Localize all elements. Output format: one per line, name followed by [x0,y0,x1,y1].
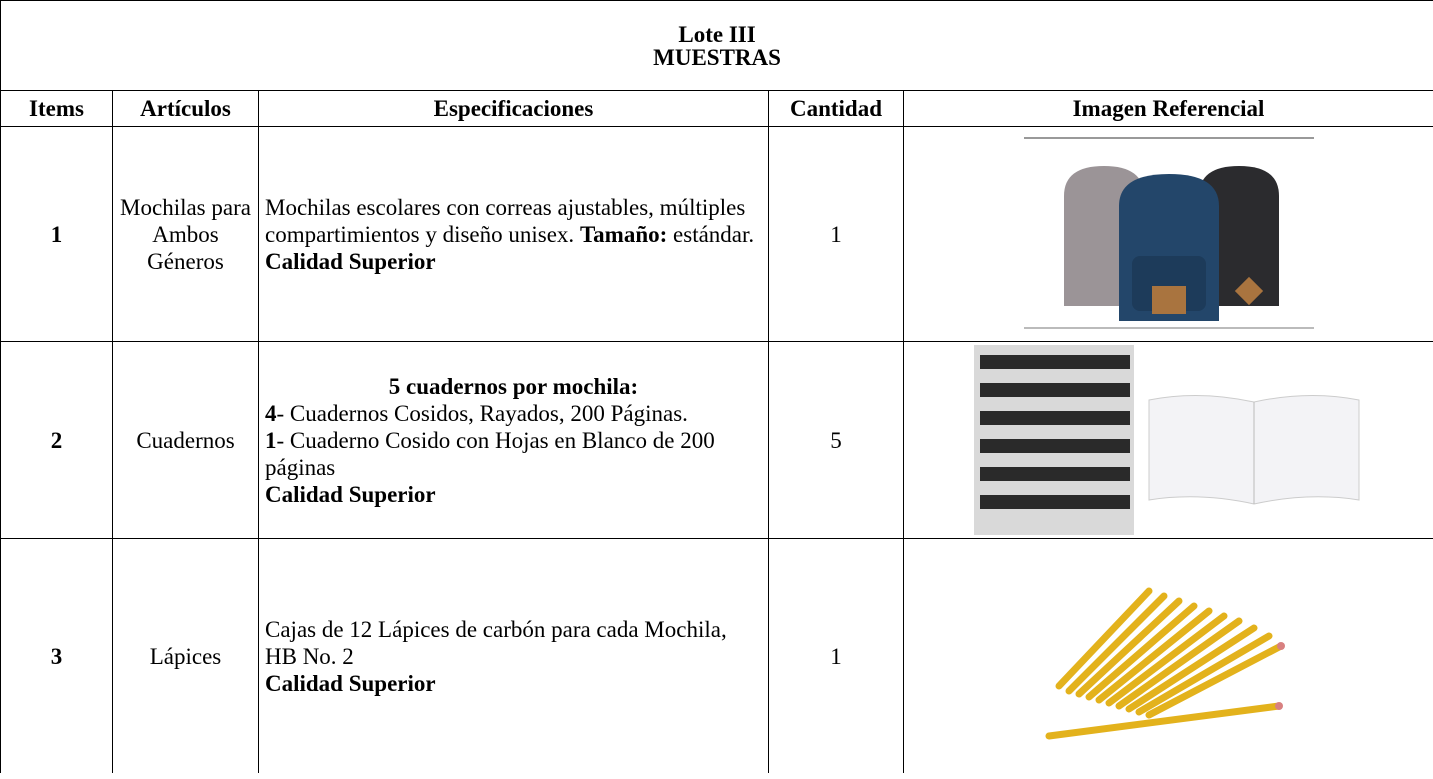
item-cell: 1 [0,126,113,342]
spec-paragraph: Mochilas escolares con correas ajustable… [265,194,762,248]
column-header-row: Items Artículos Especificaciones Cantida… [0,90,1433,127]
spec-cell: Cajas de 12 Lápices de carbón para cada … [258,538,769,773]
spec-text: estándar. [667,221,755,247]
quantity-cell: 1 [768,538,904,773]
spec-text: Tamaño: [579,221,668,247]
image-cell [902,538,1433,773]
title-cell: Lote III MUESTRAS [0,0,1433,91]
title-row: Lote III MUESTRAS [0,0,1433,91]
column-header: Artículos [112,90,259,127]
quantity-cell: 5 [768,341,904,539]
spec-text: 4 [265,400,277,426]
article-cell: Cuadernos [112,341,259,539]
spec-text: 5 cuadernos por mochila: [388,373,639,399]
article-cell: Lápices [112,538,259,773]
spec-paragraph: Cajas de 12 Lápices de carbón para cada … [265,616,762,670]
spec-text: Calidad Superior [265,248,436,274]
backpacks-image [1023,137,1314,329]
title-line: Lote III [678,21,756,47]
column-header: Items [0,90,113,127]
item-cell: 3 [0,538,113,773]
item-cell: 2 [0,341,113,539]
image-cell [902,126,1433,342]
article-cell: Mochilas para Ambos Géneros [112,126,259,342]
spec-paragraph: Calidad Superior [265,481,762,508]
spec-paragraph: Calidad Superior [265,670,762,697]
spec-text: Mochilas escolares con correas ajustable… [265,194,746,247]
spec-text: Calidad Superior [265,481,436,507]
column-header: Imagen Referencial [902,90,1433,127]
title-line: MUESTRAS [653,44,781,70]
spec-text: - Cuaderno Cosido con Hojas en Blanco de… [265,427,715,480]
quantity-cell: 1 [768,126,904,342]
spec-cell: 5 cuadernos por mochila: 4- Cuadernos Cos… [258,341,769,539]
row: 3 Lápices Cajas de 12 Lápices de carbón … [0,538,1433,773]
spec-cell: Mochilas escolares con correas ajustable… [258,126,769,342]
spec-paragraph: 1- Cuaderno Cosido con Hojas en Blanco d… [265,427,762,481]
row: 1 Mochilas para Ambos Géneros Mochilas e… [0,126,1433,342]
row: 2 Cuadernos 5 cuadernos por mochila: 4- C… [0,341,1433,539]
notebooks-image [973,345,1360,535]
spec-paragraph: Calidad Superior [265,248,762,275]
spec-text: 1 [265,427,277,453]
image-cell [902,341,1433,539]
spec-text: - Cuadernos Cosidos, Rayados, 200 Página… [276,400,688,426]
pencils-image [1045,587,1285,740]
spec-paragraph: 5 cuadernos por mochila: [265,373,762,400]
column-header: Cantidad [768,90,904,127]
spec-text: Cajas de 12 Lápices de carbón para cada … [265,616,727,669]
spec-text: Calidad Superior [265,670,436,696]
column-header: Especificaciones [258,90,769,127]
spec-paragraph: 4- Cuadernos Cosidos, Rayados, 200 Págin… [265,400,762,427]
